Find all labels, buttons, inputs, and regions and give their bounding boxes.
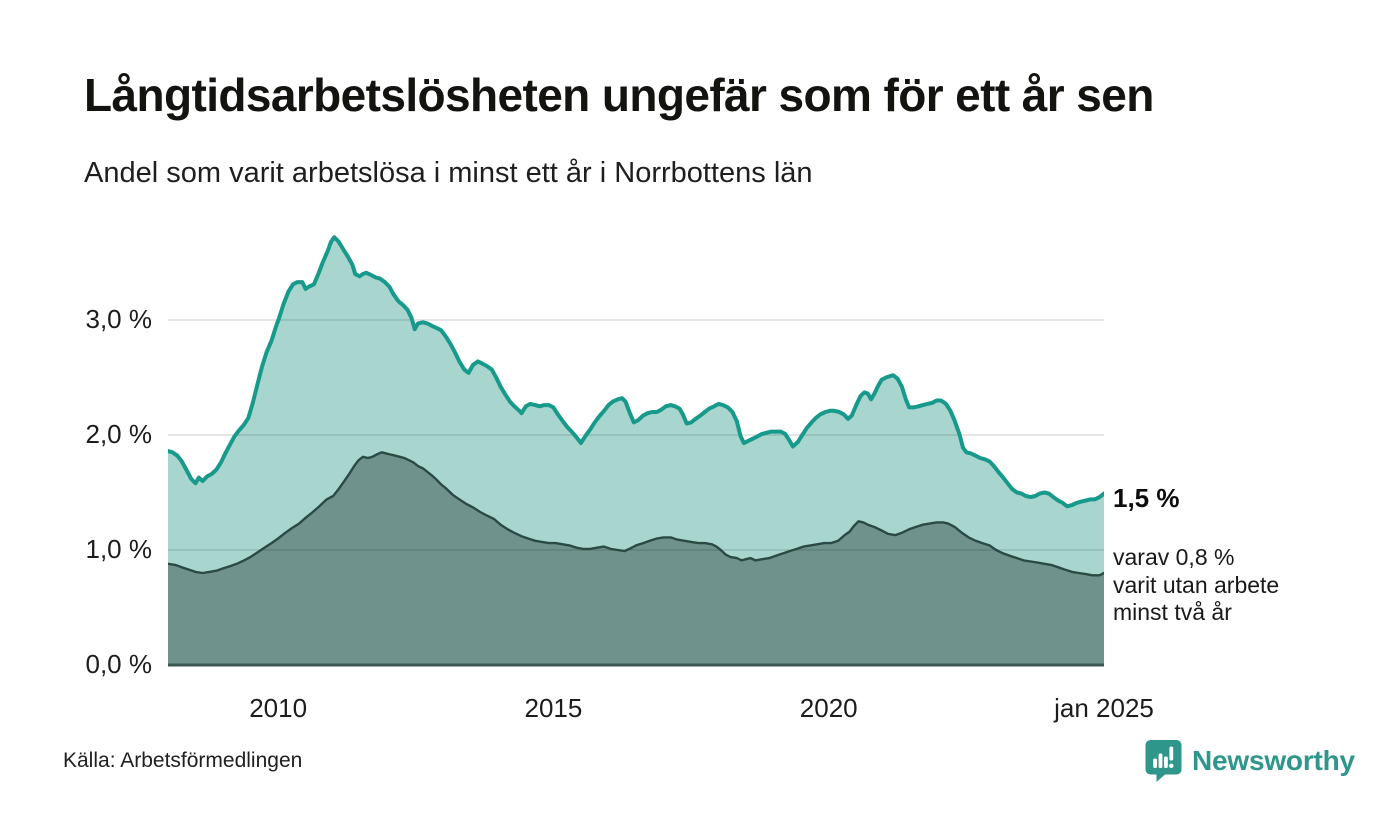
chart-subtitle: Andel som varit arbetslösa i minst ett å… <box>84 157 813 189</box>
y-tick-label: 1,0 % <box>85 533 153 564</box>
chart-title: Långtidsarbetslösheten ungefär som för e… <box>84 69 1154 121</box>
y-tick-label: 3,0 % <box>85 303 153 334</box>
source-caption: Källa: Arbetsförmedlingen <box>63 749 303 772</box>
y-tick-label: 0,0 % <box>85 648 153 679</box>
newsworthy-logo-text: Newsworthy <box>1192 744 1355 776</box>
plot-area <box>168 235 1104 667</box>
newsworthy-logo: Newsworthy <box>1145 739 1355 782</box>
x-tick-label: 2015 <box>524 693 583 723</box>
series-area-1 <box>168 452 1104 665</box>
x-tick-label: jan 2025 <box>1054 693 1154 723</box>
latest-value-label: 1,5 % <box>1113 483 1180 513</box>
series-line-0 <box>168 235 1104 509</box>
newsworthy-logo-icon <box>1145 740 1182 782</box>
series-line-1 <box>168 451 1104 577</box>
x-tick-label: 2010 <box>249 693 308 723</box>
y-tick-label: 2,0 % <box>85 418 153 449</box>
annotation-note: varav 0,8 % varit utan arbete minst två … <box>1113 544 1280 625</box>
x-tick-label: 2020 <box>799 693 858 723</box>
